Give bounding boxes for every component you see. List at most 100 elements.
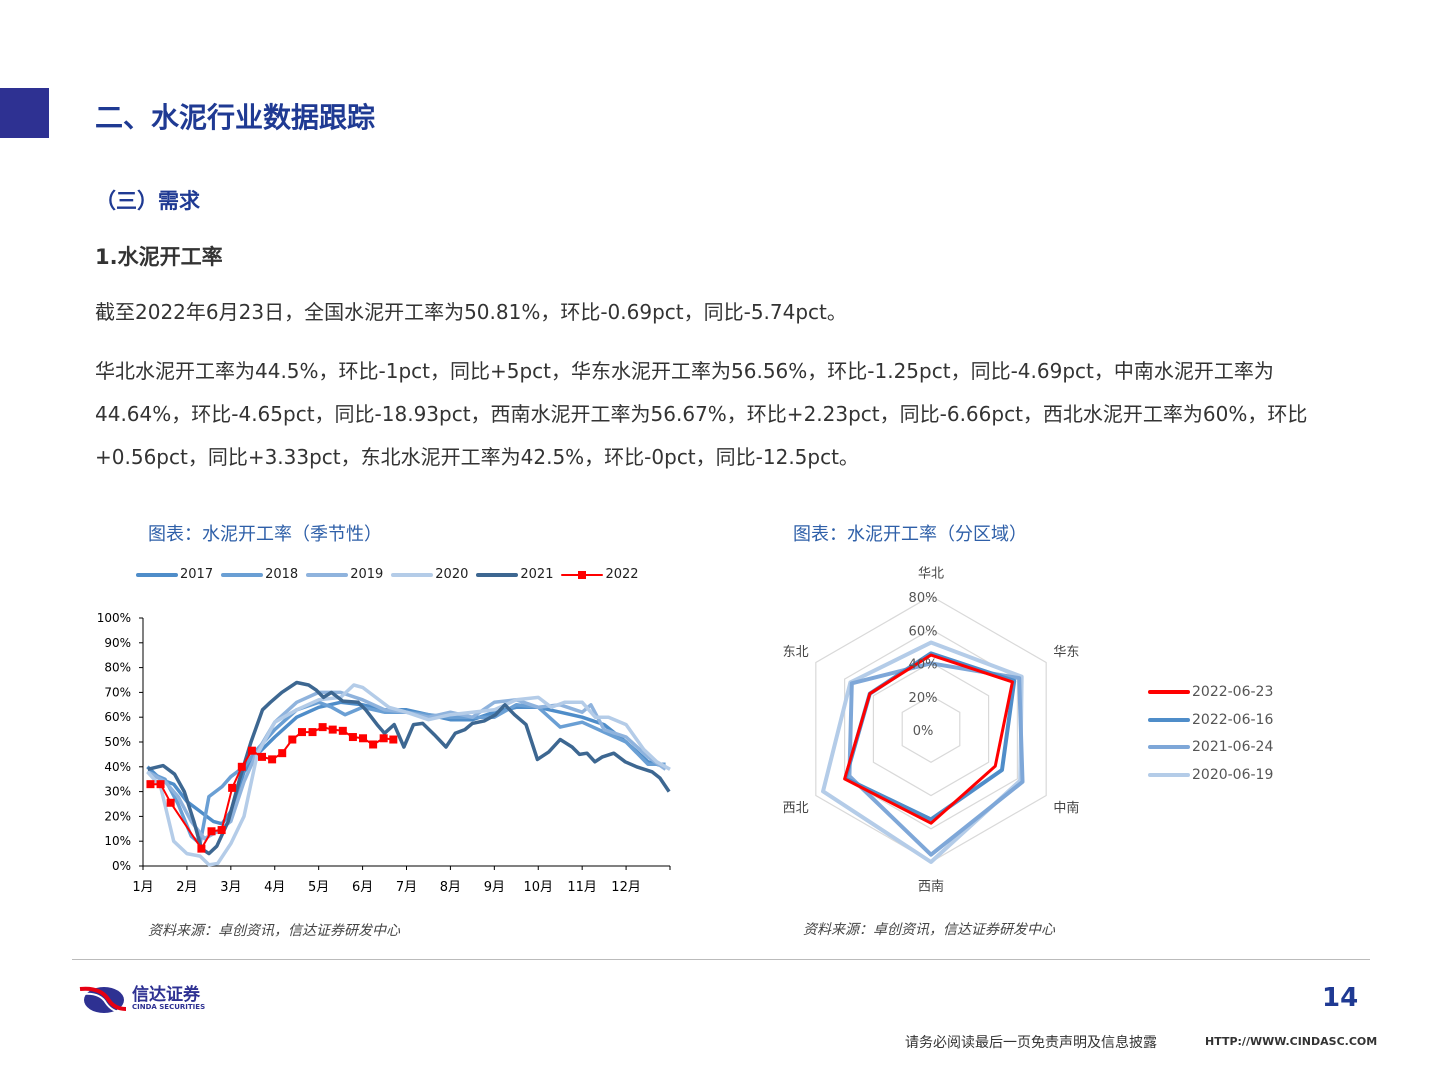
logo-text-en: CINDA SECURITIES — [132, 1003, 206, 1011]
x-tick-label: 11月 — [567, 880, 597, 895]
legend-item-2022: 2022 — [561, 567, 642, 582]
legend-label: 2020 — [435, 567, 469, 582]
radar-tick-label: 40% — [909, 658, 938, 673]
company-logo: 信达证券 CINDA SECURITIES — [78, 983, 205, 1015]
radar-tick-label: 0% — [913, 724, 934, 739]
legend-swatch — [561, 570, 604, 579]
legend-label: 2021 — [520, 567, 554, 582]
legend-item-2022-06-23: 2022-06-23 — [1148, 678, 1273, 706]
line-chart-legend: 2017 2018 2019 2020 2021 2022 — [136, 567, 643, 582]
y-tick-label: 70% — [104, 685, 131, 699]
data-point-2022 — [379, 734, 388, 743]
x-tick-label: 4月 — [264, 880, 285, 895]
data-point-2022 — [268, 755, 277, 764]
data-point-2022 — [348, 733, 357, 742]
data-point-2022 — [258, 752, 267, 761]
radar-axis-label: 华北 — [918, 567, 944, 582]
x-tick-label: 10月 — [523, 880, 553, 895]
data-point-2022 — [228, 783, 237, 792]
logo-mark-icon — [79, 986, 126, 1014]
legend-label: 2022-06-16 — [1192, 711, 1274, 728]
legend-label: 2018 — [265, 567, 299, 582]
x-tick-label: 12月 — [611, 880, 641, 895]
radar-tick-label: 60% — [909, 624, 938, 639]
legend-label: 2022 — [605, 567, 639, 582]
legend-label: 2017 — [180, 567, 214, 582]
y-tick-label: 10% — [104, 834, 131, 848]
series-line-2017 — [146, 700, 667, 826]
data-point-2022 — [328, 725, 337, 734]
series-line-2018 — [146, 700, 666, 846]
y-tick-label: 40% — [104, 760, 131, 774]
page-title: 二、水泥行业数据跟踪 — [95, 101, 376, 134]
x-tick-label: 7月 — [396, 880, 417, 895]
paragraph-regional: 华北水泥开工率为44.5%，环比-1pct，同比+5pct，华东水泥开工率为56… — [95, 359, 1308, 469]
y-tick-label: 50% — [104, 735, 131, 749]
legend-swatch — [1148, 689, 1190, 694]
data-point-2022 — [288, 735, 297, 744]
data-point-2022 — [278, 749, 287, 758]
x-tick-label: 1月 — [132, 880, 153, 895]
legend-item-2021-06-24: 2021-06-24 — [1148, 733, 1273, 761]
legend-item-2018: 2018 — [221, 567, 302, 582]
data-point-2022 — [297, 728, 306, 737]
x-tick-label: 9月 — [484, 880, 505, 895]
x-tick-label: 2月 — [176, 880, 197, 895]
radar-axis-label: 西北 — [783, 801, 809, 816]
y-tick-label: 90% — [104, 636, 131, 650]
radar-series-2021-06-24 — [847, 661, 1025, 857]
disclaimer-text: 请务必阅读最后一页免责声明及信息披露 — [905, 1035, 1157, 1051]
y-tick-label: 30% — [104, 785, 131, 799]
radar-series-2022-06-23 — [843, 653, 1014, 825]
legend-swatch — [476, 572, 519, 577]
legend-label: 2021-06-24 — [1192, 739, 1274, 756]
legend-label: 2019 — [350, 567, 384, 582]
source-note-left: 资料来源：卓创资讯，信达证券研发中心 — [148, 923, 400, 939]
website-link[interactable]: HTTP://WWW.CINDASC.COM — [1205, 1035, 1378, 1048]
source-note-right: 资料来源：卓创资讯，信达证券研发中心 — [803, 922, 1055, 938]
radar-axis-label: 华东 — [1053, 645, 1079, 660]
data-point-2022 — [338, 726, 347, 735]
legend-swatch — [1148, 717, 1190, 722]
data-point-2022 — [318, 723, 327, 732]
data-point-2022 — [308, 728, 317, 737]
data-point-2022 — [197, 844, 206, 853]
data-point-2022 — [359, 734, 368, 743]
legend-item-2022-06-16: 2022-06-16 — [1148, 706, 1273, 734]
legend-swatch — [306, 572, 349, 577]
footer-divider — [72, 959, 1370, 960]
series-line-2022 — [150, 726, 394, 850]
data-point-2022 — [146, 780, 155, 789]
header-accent-bar — [0, 88, 49, 138]
radar-grid-ring — [872, 661, 990, 797]
chart-title-regional: 图表：水泥开工率（分区域） — [793, 524, 1027, 545]
x-tick-label: 5月 — [308, 880, 329, 895]
y-tick-label: 60% — [104, 710, 131, 724]
y-tick-label: 0% — [112, 859, 131, 873]
y-tick-label: 20% — [104, 809, 131, 823]
data-point-2022 — [207, 827, 216, 836]
data-point-2022 — [369, 740, 378, 749]
legend-label: 2020-06-19 — [1192, 766, 1274, 783]
x-tick-label: 6月 — [352, 880, 373, 895]
legend-swatch — [1148, 745, 1190, 750]
subsection-heading: 1.水泥开工率 — [95, 245, 223, 269]
series-line-2020 — [146, 683, 671, 867]
page-number: 14 — [1322, 983, 1359, 1013]
chart-title-seasonal: 图表：水泥开工率（季节性） — [148, 524, 382, 545]
data-point-2022 — [237, 762, 246, 771]
legend-swatch — [221, 572, 264, 577]
radar-axis-label: 东北 — [783, 645, 809, 660]
data-point-2022 — [156, 780, 165, 789]
radar-axis-label: 西南 — [918, 878, 944, 894]
legend-swatch — [1148, 772, 1190, 777]
legend-item-2019: 2019 — [306, 567, 387, 582]
data-point-2022 — [166, 798, 175, 807]
legend-item-2017: 2017 — [136, 567, 217, 582]
x-tick-label: 8月 — [440, 880, 461, 895]
logo-text-cn: 信达证券 — [132, 985, 200, 1005]
legend-item-2021: 2021 — [476, 567, 557, 582]
data-point-2022 — [217, 826, 226, 835]
seasonal-line-chart: 0% 10% 20% 30% 40% 50% 60% 70% 80% 90% 100% 1月 2月 3月 4… — [97, 611, 671, 895]
